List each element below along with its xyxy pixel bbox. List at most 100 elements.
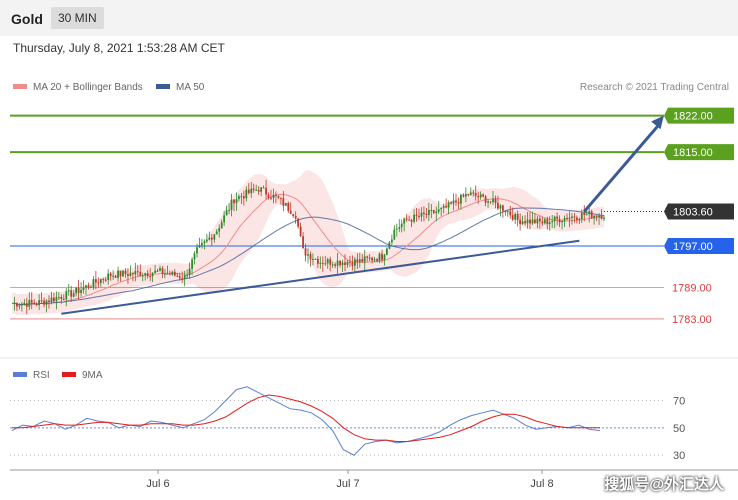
candle xyxy=(45,299,48,313)
candle xyxy=(238,194,240,202)
candle xyxy=(171,270,174,276)
candle xyxy=(543,217,546,225)
candle xyxy=(122,269,124,278)
candle xyxy=(124,268,127,278)
candle xyxy=(312,253,314,266)
candle xyxy=(494,195,497,209)
candle xyxy=(35,302,38,307)
forecast-arrow-head xyxy=(651,115,664,130)
svg-text:1815.00: 1815.00 xyxy=(673,147,713,159)
level-label-pivot: 1797.00 xyxy=(664,237,734,254)
candle xyxy=(366,255,369,262)
candle xyxy=(13,296,16,311)
candle xyxy=(183,270,186,287)
candle xyxy=(534,213,536,224)
candle xyxy=(129,265,132,278)
candle xyxy=(223,211,225,226)
candle xyxy=(331,261,334,268)
candle xyxy=(201,238,203,249)
candle xyxy=(67,284,70,296)
candle xyxy=(225,205,228,216)
candle xyxy=(418,208,420,220)
candle xyxy=(85,284,87,295)
bollinger-band xyxy=(12,170,604,315)
candle xyxy=(358,252,361,268)
candle xyxy=(178,272,181,281)
candle xyxy=(405,214,408,222)
candle xyxy=(344,254,346,272)
candle xyxy=(247,183,250,195)
candle xyxy=(423,206,425,222)
candle xyxy=(38,294,40,311)
timeframe-button[interactable]: 30 MIN xyxy=(51,7,104,29)
candle xyxy=(30,292,33,310)
candle xyxy=(196,243,198,258)
candle xyxy=(297,217,299,229)
candle xyxy=(578,217,581,224)
candle xyxy=(465,187,467,203)
svg-text:1803.60: 1803.60 xyxy=(673,207,713,219)
candle xyxy=(119,270,122,282)
candle xyxy=(282,190,285,212)
bollinger-band-layer xyxy=(12,170,604,315)
rsi-9ma-line xyxy=(12,394,600,442)
candle xyxy=(97,277,100,288)
candle xyxy=(573,212,576,223)
candle xyxy=(526,211,529,229)
candle xyxy=(563,215,566,228)
candle xyxy=(361,254,364,263)
candle xyxy=(210,233,213,246)
candle xyxy=(386,247,388,256)
candle xyxy=(455,193,457,207)
ma50-legend-swatch xyxy=(156,84,170,89)
9ma-legend-label: 9MA xyxy=(82,370,103,381)
candle xyxy=(55,291,58,310)
svg-text:1789.00: 1789.00 xyxy=(672,283,712,295)
candle xyxy=(151,271,154,283)
candle xyxy=(477,191,480,204)
candle xyxy=(90,285,92,289)
candle xyxy=(583,205,586,222)
candle xyxy=(25,298,28,315)
candle xyxy=(408,215,410,221)
candle xyxy=(511,207,514,222)
x-tick-label: Jul 7 xyxy=(336,478,359,490)
candle xyxy=(309,251,312,267)
candle xyxy=(70,285,73,302)
candle xyxy=(304,243,307,262)
candle xyxy=(243,190,245,206)
candle xyxy=(169,270,171,276)
level-lines-layer xyxy=(10,114,664,320)
candle xyxy=(203,239,206,250)
candle xyxy=(23,299,26,306)
candle xyxy=(442,203,445,214)
candle xyxy=(139,264,142,277)
rsi-legend-swatch xyxy=(13,372,27,377)
candle xyxy=(593,215,595,225)
symbol-title: Gold xyxy=(11,11,43,27)
candle xyxy=(472,189,475,197)
candle xyxy=(354,256,356,273)
candle xyxy=(181,271,184,283)
candle xyxy=(75,286,77,297)
candle xyxy=(479,191,482,200)
level-label-resistance: 1822.00 xyxy=(664,107,734,124)
candle xyxy=(77,280,80,300)
svg-text:1797.00: 1797.00 xyxy=(673,241,713,253)
candle xyxy=(319,256,322,269)
candle xyxy=(474,185,477,201)
candle xyxy=(164,269,166,279)
candle xyxy=(114,274,117,278)
candle xyxy=(383,253,386,266)
candle xyxy=(497,195,499,211)
candle xyxy=(492,190,494,205)
rsi-tick-label: 30 xyxy=(673,450,685,462)
level-labels-layer: 1822.00 1815.00 1803.60 1797.00 1789.00 1783.… xyxy=(664,107,734,326)
candle xyxy=(462,193,465,198)
candle xyxy=(546,216,549,230)
candle xyxy=(284,202,287,206)
candle xyxy=(240,193,243,204)
rsi-layer: 30 50 70 xyxy=(10,386,685,462)
candle xyxy=(428,202,430,222)
